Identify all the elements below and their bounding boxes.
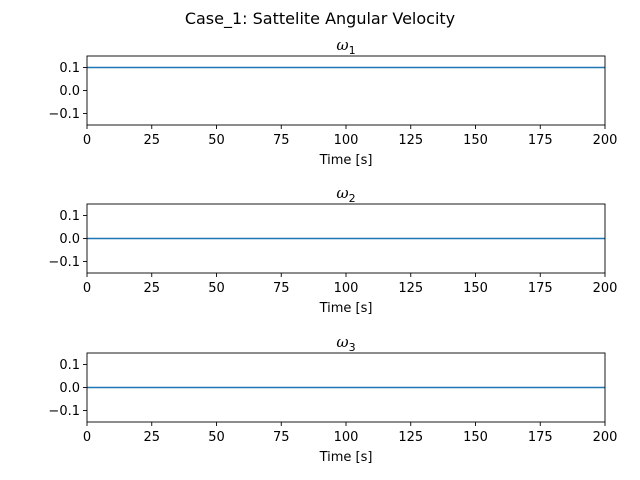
x-tick-label: 75 xyxy=(273,133,290,148)
subplot-title-subscript: 2 xyxy=(349,192,356,205)
x-tick-label: 100 xyxy=(334,281,359,296)
x-tick-label: 75 xyxy=(273,430,290,445)
x-tick-label: 150 xyxy=(463,133,488,148)
x-tick-label: 100 xyxy=(334,430,359,445)
x-tick-label: 200 xyxy=(593,133,618,148)
y-tick-label: 0.1 xyxy=(59,209,80,224)
y-tick-label: 0.0 xyxy=(59,381,80,396)
x-tick-label: 125 xyxy=(398,133,423,148)
subplot-title-subscript: 3 xyxy=(349,341,356,354)
x-tick-label: 25 xyxy=(143,281,160,296)
x-tick-label: 25 xyxy=(143,133,160,148)
subplot-title: ω3 xyxy=(336,333,355,354)
subplot-3: ω3 0.1 0.0 −0.10 25 50 75 100 125 150 175 200 Time [… xyxy=(48,333,617,465)
x-axis-label: Time [s] xyxy=(319,450,373,465)
x-tick-label: 50 xyxy=(208,133,225,148)
x-tick-label: 175 xyxy=(528,430,553,445)
x-tick-label: 50 xyxy=(208,430,225,445)
x-tick-label: 175 xyxy=(528,133,553,148)
y-tick-label: 0.1 xyxy=(59,358,80,373)
x-axis-label: Time [s] xyxy=(319,301,373,316)
x-axis-label: Time [s] xyxy=(319,153,373,168)
x-tick-label: 0 xyxy=(83,133,91,148)
x-tick-label: 175 xyxy=(528,281,553,296)
subplot-title: ω2 xyxy=(336,184,355,205)
x-tick-label: 125 xyxy=(398,430,423,445)
y-tick-label: −0.1 xyxy=(48,107,80,122)
x-tick-label: 100 xyxy=(334,133,359,148)
x-tick-label: 75 xyxy=(273,281,290,296)
subplot-title: ω1 xyxy=(336,36,355,57)
x-tick-label: 200 xyxy=(593,281,618,296)
subplot-title-symbol: ω xyxy=(336,36,348,54)
subplot-title-symbol: ω xyxy=(336,184,348,202)
subplot-1: ω1 0.1 0.0 −0.10 25 50 75 100 125 150 175 200 Time [… xyxy=(48,36,617,168)
x-tick-label: 150 xyxy=(463,430,488,445)
y-tick-label: 0.1 xyxy=(59,61,80,76)
x-tick-label: 200 xyxy=(593,430,618,445)
figure-title: Case_1: Sattelite Angular Velocity xyxy=(185,9,455,29)
subplot-2: ω2 0.1 0.0 −0.10 25 50 75 100 125 150 175 200 Time [… xyxy=(48,184,617,316)
y-tick-label: 0.0 xyxy=(59,84,80,99)
x-tick-label: 0 xyxy=(83,281,91,296)
x-tick-label: 50 xyxy=(208,281,225,296)
subplot-title-subscript: 1 xyxy=(349,44,356,57)
x-tick-label: 25 xyxy=(143,430,160,445)
y-tick-label: −0.1 xyxy=(48,404,80,419)
x-tick-label: 150 xyxy=(463,281,488,296)
subplot-title-symbol: ω xyxy=(336,333,348,351)
y-tick-label: −0.1 xyxy=(48,255,80,270)
x-tick-label: 0 xyxy=(83,430,91,445)
y-tick-label: 0.0 xyxy=(59,232,80,247)
x-tick-label: 125 xyxy=(398,281,423,296)
